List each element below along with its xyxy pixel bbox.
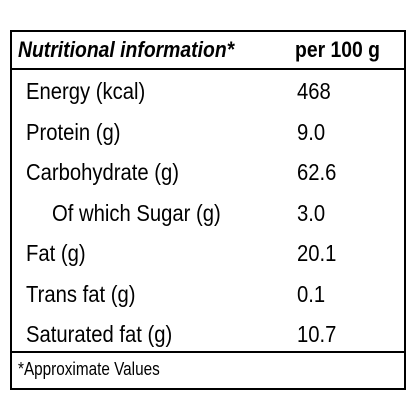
nutrition-table: Nutritional information* per 100 g Energ… — [10, 30, 406, 390]
nutrient-name: Of which Sugar (g) — [52, 199, 221, 226]
nutrient-value: 10.7 — [297, 321, 337, 347]
table-row: Of which Sugar (g) 3.0 — [12, 192, 404, 232]
header-cell: per 100 g — [295, 37, 381, 62]
table-row: Trans fat (g) 0.1 — [12, 273, 404, 313]
nutrient-name: Protein (g) — [26, 118, 121, 145]
table-header: Nutritional information* per 100 g — [12, 32, 404, 70]
table-row: Protein (g) 9.0 — [12, 111, 404, 151]
nutrient-name: Trans fat (g) — [26, 280, 136, 307]
footnote: *Approximate Values — [18, 359, 160, 379]
nutrient-value: 0.1 — [297, 280, 326, 307]
table-row: Energy (kcal) 468 — [12, 70, 404, 110]
nutrient-name: Energy (kcal) — [26, 78, 146, 104]
footnote-row: *Approximate Values — [12, 351, 404, 388]
nutrient-value: 20.1 — [297, 240, 337, 266]
table-row: Carbohydrate (g) 62.6 — [12, 151, 404, 191]
nutrient-name: Saturated fat (g) — [26, 321, 173, 347]
header-cell: Nutritional information* — [18, 37, 235, 62]
nutrient-value: 3.0 — [297, 199, 326, 226]
nutrient-name: Carbohydrate (g) — [26, 159, 179, 185]
table-row: Saturated fat (g) 10.7 — [12, 313, 404, 353]
nutrient-name: Fat (g) — [26, 240, 86, 266]
nutrient-value: 9.0 — [297, 118, 326, 145]
table-row: Fat (g) 20.1 — [12, 232, 404, 272]
nutrient-value: 62.6 — [297, 159, 337, 185]
nutrient-value: 468 — [297, 78, 331, 104]
